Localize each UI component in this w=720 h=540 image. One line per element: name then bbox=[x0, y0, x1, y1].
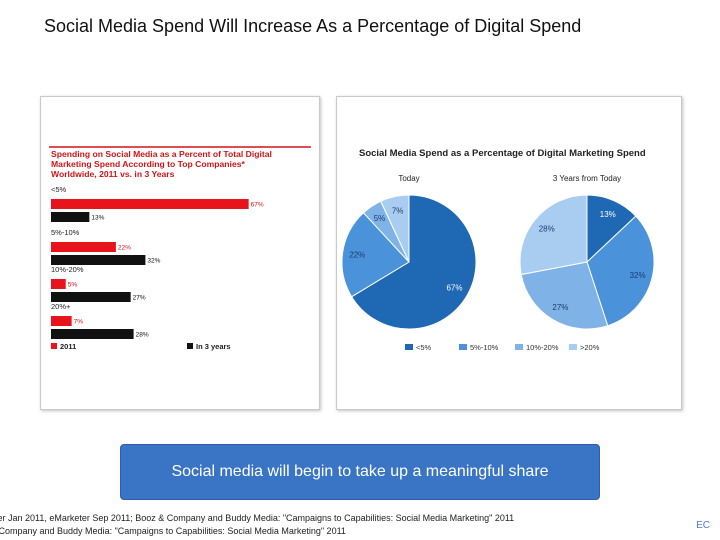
bar-chart-title: Spending on Social Media as a Percent of… bbox=[51, 149, 272, 179]
pie-slice bbox=[520, 261, 609, 330]
pie-value-label: 7% bbox=[392, 206, 404, 215]
source-note-2: & Company and Buddy Media: "Campaigns to… bbox=[0, 526, 346, 536]
bar-value-label: 5% bbox=[68, 282, 78, 289]
bar-chart-panel: Spending on Social Media as a Percent of… bbox=[40, 96, 320, 410]
category-label: 10%-20% bbox=[51, 265, 84, 274]
category-label: <5% bbox=[51, 185, 67, 194]
pie-value-label: 27% bbox=[552, 303, 568, 312]
slide-title: Social Media Spend Will Increase As a Pe… bbox=[44, 16, 582, 36]
legend-label: <5% bbox=[416, 343, 432, 352]
pie-value-label: 22% bbox=[349, 251, 365, 260]
pie-slice bbox=[586, 215, 655, 327]
pie-label: Today bbox=[398, 174, 419, 183]
legend-swatch bbox=[187, 343, 193, 349]
bar-value-label: 7% bbox=[74, 319, 84, 326]
legend-swatch bbox=[459, 344, 467, 350]
category-label: 20%+ bbox=[51, 302, 71, 311]
pie-label: 3 Years from Today bbox=[553, 174, 621, 183]
pie-slice bbox=[350, 194, 477, 330]
pie-value-label: 32% bbox=[630, 271, 646, 280]
source-note-1: eter Jan 2011, eMarketer Sep 2011; Booz … bbox=[0, 513, 515, 523]
bar-value-label: 32% bbox=[147, 258, 160, 265]
bar-title-line: Worldwide, 2011 vs. in 3 Years bbox=[51, 169, 175, 179]
bar-2011 bbox=[51, 316, 72, 326]
legend-label: 2011 bbox=[60, 342, 76, 351]
bar-value-label: 67% bbox=[251, 202, 264, 209]
key-takeaway-callout: Social media will begin to take up a mea… bbox=[120, 444, 600, 500]
legend-label: In 3 years bbox=[196, 342, 231, 351]
pie-slice bbox=[380, 194, 410, 263]
legend-swatch bbox=[515, 344, 523, 350]
pie-charts: Social Media Spend as a Percentage of Di… bbox=[341, 148, 655, 352]
pie-chart-panel: Social Media Spend as a Percentage of Di… bbox=[336, 96, 682, 410]
bar-in-3-years bbox=[51, 212, 90, 222]
bar-value-label: 22% bbox=[118, 245, 131, 252]
bar-value-label: 28% bbox=[136, 332, 149, 339]
legend-swatch bbox=[51, 343, 57, 349]
legend-swatch bbox=[569, 344, 577, 350]
bar-value-label: 13% bbox=[91, 215, 104, 222]
pie-chart-title: Social Media Spend as a Percentage of Di… bbox=[359, 148, 646, 159]
legend-label: >20% bbox=[580, 343, 600, 352]
bar-in-3-years bbox=[51, 329, 134, 339]
bar-2011 bbox=[51, 199, 249, 209]
bar-title-line: Spending on Social Media as a Percent of… bbox=[51, 149, 272, 159]
legend-swatch bbox=[405, 344, 413, 350]
pie-slice bbox=[341, 212, 410, 298]
bar-value-label: 27% bbox=[133, 295, 146, 302]
legend-label: 10%-20% bbox=[526, 343, 559, 352]
bar-in-3-years bbox=[51, 255, 146, 265]
legend-label: 5%-10% bbox=[470, 343, 499, 352]
pie-slice bbox=[586, 194, 637, 264]
corner-mark: EC bbox=[696, 520, 710, 531]
bar-2011 bbox=[51, 279, 66, 289]
pie-value-label: 5% bbox=[374, 214, 386, 223]
pie-slice bbox=[519, 194, 588, 276]
bar-chart: Spending on Social Media as a Percent of… bbox=[49, 146, 311, 351]
pie-value-label: 13% bbox=[600, 210, 616, 219]
bar-title-line: Marketing Spend According to Top Compani… bbox=[51, 159, 246, 169]
pie-value-label: 67% bbox=[446, 284, 462, 293]
bar-2011 bbox=[51, 242, 116, 252]
bar-in-3-years bbox=[51, 292, 131, 302]
category-label: 5%-10% bbox=[51, 228, 80, 237]
pie-value-label: 28% bbox=[539, 225, 555, 234]
